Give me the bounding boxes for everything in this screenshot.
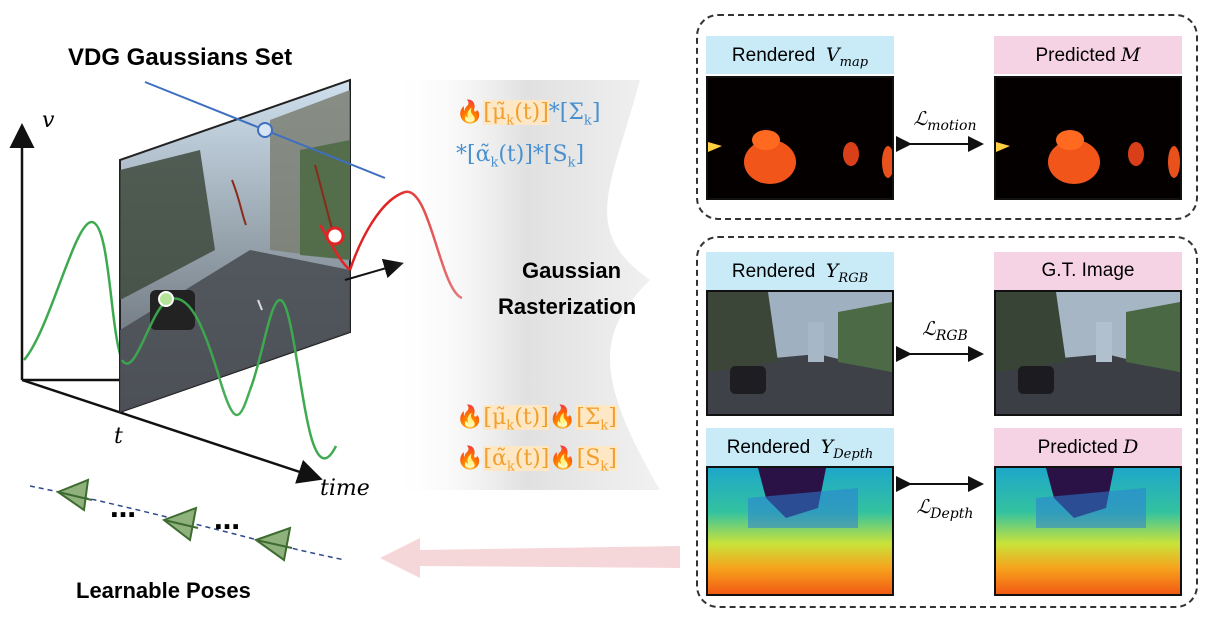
green-curve-left [23, 220, 124, 361]
vdg-title: VDG Gaussians Set [68, 44, 293, 71]
rendered-yrgb-label: Rendered YRGB [706, 252, 894, 290]
backward-arrow [380, 538, 680, 578]
camera-icon [55, 478, 93, 512]
rendered-rgb-image [706, 290, 894, 416]
camera-icon [161, 506, 199, 542]
time-axis [21, 378, 323, 484]
green-curve-right [248, 298, 338, 460]
bottom-formula-1: 🔥[μ̃k(t)]🔥[Σk] [456, 405, 617, 434]
pose-dots-2: … [214, 506, 240, 536]
scene-3d-diagram [9, 78, 463, 562]
predicted-m-image [994, 76, 1182, 200]
vmap-image [706, 76, 894, 200]
red-point [325, 226, 345, 246]
gt-image-label: G.T. Image [994, 252, 1182, 290]
blue-point [257, 122, 273, 138]
rgb-depth-panel [696, 236, 1198, 608]
poses-label: Learnable Poses [76, 578, 251, 603]
rendered-ydepth-label: Rendered YDepth [706, 428, 894, 466]
middle-flow [380, 80, 680, 578]
predicted-m-label: Predicted M [994, 36, 1182, 74]
axis-v-label: v [42, 108, 55, 133]
top-formula-1: 🔥[μ̃k(t)]*[Σk] [456, 100, 601, 129]
gt-rgb-image [994, 290, 1182, 416]
pose-dots-1: … [110, 494, 136, 524]
rasterization-line1: Gaussian [522, 258, 622, 283]
loss-depth-arrow [896, 476, 984, 492]
loss-depth: ℒDepth [900, 496, 990, 522]
bottom-formula-2: 🔥[α̃k(t)]🔥[Sk] [456, 446, 617, 475]
predicted-d-label: Predicted D [994, 428, 1182, 466]
axis-time-label: time [320, 476, 370, 501]
loss-rgb: ℒRGB [900, 318, 990, 344]
axis-t-label: t [114, 424, 123, 449]
loss-motion: ℒmotion [900, 108, 990, 134]
predicted-depth-image [994, 466, 1182, 596]
top-formula-2: *[α̃k(t)]*[Sk] [456, 142, 585, 171]
green-point [158, 291, 174, 307]
loss-rgb-arrow [896, 346, 984, 362]
rendered-vmap-label: Rendered Vmap [706, 36, 894, 74]
loss-motion-arrow [896, 136, 984, 152]
rendered-depth-image [706, 466, 894, 596]
rasterization-line2: Rasterization [498, 294, 637, 319]
green-curve-mid [120, 297, 252, 417]
motion-panel [696, 14, 1198, 220]
camera-icon [253, 526, 293, 562]
